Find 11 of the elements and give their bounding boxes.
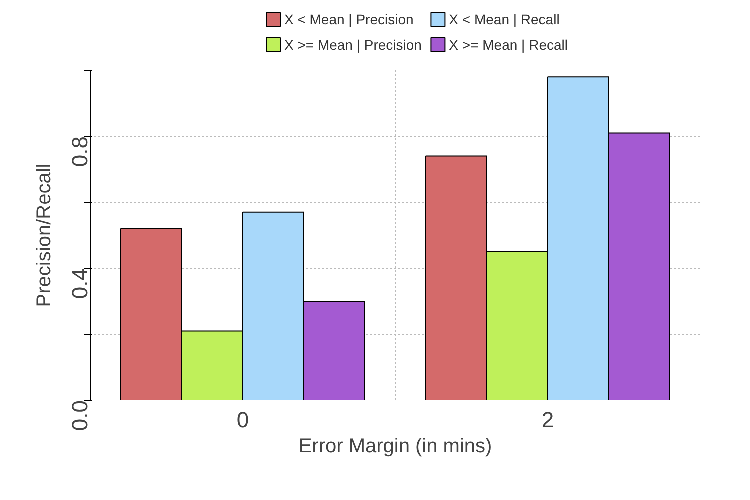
- y-tick-label: 0.4: [68, 268, 92, 300]
- x-tick-label: 2: [542, 408, 554, 432]
- legend-label: X >= Mean | Precision: [284, 36, 422, 53]
- legend-label: X < Mean | Recall: [449, 12, 560, 28]
- legend-label: X >= Mean | Recall: [449, 36, 568, 53]
- x-tick-label: 0: [236, 408, 250, 432]
- x-axis-title: Error Margin (in mins): [298, 436, 492, 458]
- y-axis-title: Precision/Recall: [34, 164, 56, 308]
- legend-label: X < Mean | Precision: [284, 12, 414, 28]
- y-tick-label: 0.8: [68, 136, 92, 168]
- y-tick-label: 0.0: [68, 400, 92, 432]
